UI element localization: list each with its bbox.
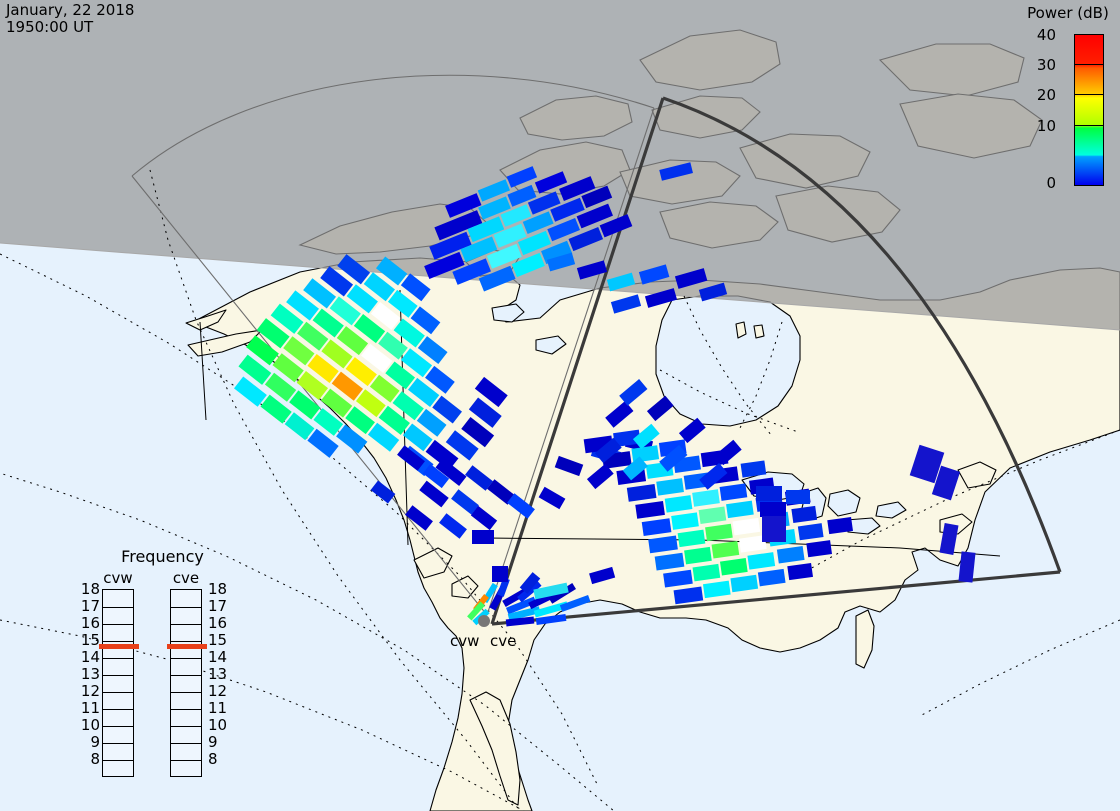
timestamp-title: January, 22 2018 1950:00 UT	[6, 2, 134, 36]
freq-tick-cve-15: 15	[208, 631, 228, 649]
freq-tick-cvw-10: 10	[80, 716, 100, 734]
frequency-marker-cve	[167, 644, 207, 649]
freq-tick-cve-18: 18	[208, 580, 228, 598]
baja-california	[469, 691, 521, 806]
frequency-column-cve: cve	[156, 569, 216, 587]
frequency-column-label-cvw: cvw	[103, 569, 133, 587]
radar-site-marker	[478, 615, 490, 627]
freq-tick-cve-10: 10	[208, 716, 228, 734]
site-label-cvw: cvw	[450, 632, 480, 650]
cell-group-west-fan	[233, 254, 462, 458]
hudson-island-2	[753, 324, 765, 339]
colorbar-divider-30	[1074, 64, 1104, 65]
cell-group-atlantic	[762, 444, 976, 583]
freq-tick-cvw-16: 16	[80, 614, 100, 632]
freq-tick-cvw-8: 8	[90, 750, 100, 768]
freq-tick-cve-13: 13	[208, 665, 228, 683]
alaska-west-tip	[185, 309, 227, 331]
freq-tick-cve-11: 11	[208, 699, 228, 717]
frequency-bar-cvw	[99, 589, 139, 777]
freq-tick-cve-14: 14	[208, 648, 228, 666]
colorbar-title: Power (dB)	[1027, 4, 1109, 22]
frequency-bar-cve	[167, 589, 207, 777]
freq-tick-cve-8: 8	[208, 750, 218, 768]
great-slave-lake	[535, 335, 567, 355]
cell-group-east-tail	[586, 379, 810, 517]
freq-tick-cvw-9: 9	[90, 733, 100, 751]
lake-huron	[827, 489, 861, 517]
freq-tick-cve-12: 12	[208, 682, 228, 700]
colorbar-divider-20	[1074, 94, 1104, 95]
cell-group-north	[424, 166, 633, 292]
freq-tick-cvw-17: 17	[80, 597, 100, 615]
frequency-marker-cvw	[99, 644, 139, 649]
frequency-legend-title: Frequency	[121, 547, 204, 566]
colorbar-tick-0: 0	[1046, 174, 1056, 192]
freq-tick-cve-16: 16	[208, 614, 228, 632]
hudson-island-1	[735, 321, 747, 339]
freq-tick-cvw-11: 11	[80, 699, 100, 717]
newfoundland	[957, 461, 997, 489]
colorbar-tick-10: 10	[1036, 117, 1056, 135]
cell-group-north-east	[546, 162, 728, 314]
freq-tick-cve-17: 17	[208, 597, 228, 615]
freq-tick-cvw-15: 15	[80, 631, 100, 649]
fov-boundary-cvw	[131, 74, 655, 616]
great-bear-lake	[491, 303, 525, 323]
freq-tick-cvw-14: 14	[80, 648, 100, 666]
power-colorbar: Power (dB) 40 30 20 10 0	[1018, 4, 1118, 194]
title-time: 1950:00 UT	[6, 18, 94, 36]
colorbar-tick-30: 30	[1036, 56, 1056, 74]
frequency-legend: Frequency cvw 18 17 16 15 14 13 12 11 10…	[80, 547, 245, 787]
florida	[855, 609, 875, 669]
frequency-column-label-cve: cve	[172, 569, 200, 587]
freq-tick-cve-9: 9	[208, 733, 218, 751]
colorbar-tick-20: 20	[1036, 86, 1056, 104]
frequency-column-cvw: cvw	[88, 569, 148, 587]
lake-ontario	[875, 501, 907, 519]
cell-group-west-outer	[400, 376, 508, 477]
colorbar-divider-10	[1074, 125, 1104, 126]
cell-group-near-radar	[467, 566, 616, 627]
freq-tick-cvw-12: 12	[80, 682, 100, 700]
freq-tick-cvw-13: 13	[80, 665, 100, 683]
freq-tick-cvw-18: 18	[80, 580, 100, 598]
backscatter-cells	[233, 162, 976, 627]
title-date: January, 22 2018	[6, 1, 135, 19]
colorbar-gradient	[1074, 34, 1104, 186]
site-label-cve: cve	[490, 632, 517, 650]
colorbar-tick-40: 40	[1036, 26, 1056, 44]
